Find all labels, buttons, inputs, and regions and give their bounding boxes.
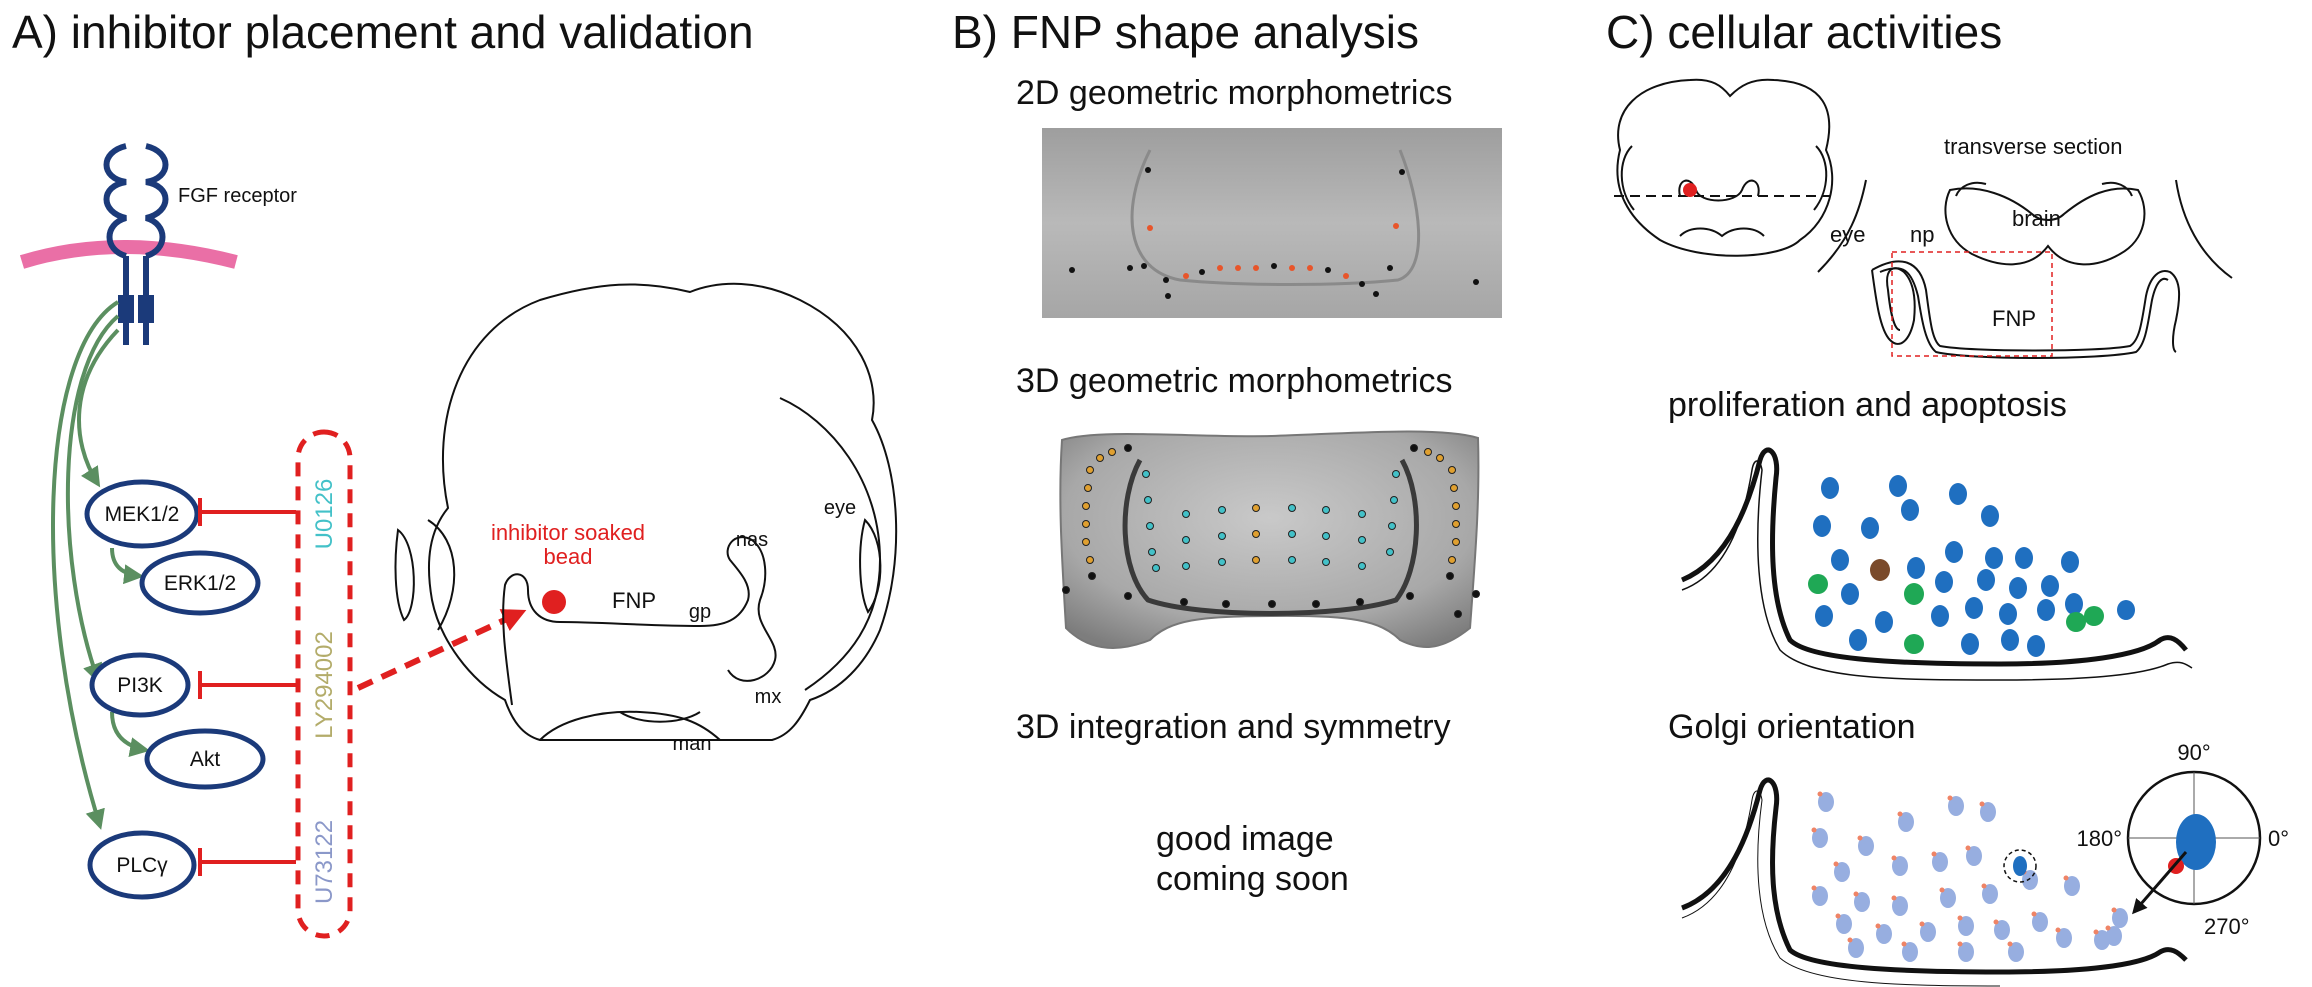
image-2d-contour	[1130, 149, 1421, 286]
node-mek-label: MEK1/2	[105, 503, 180, 526]
bead-arrow	[356, 609, 527, 691]
small-head	[1616, 78, 1834, 257]
polar-nucleus	[2176, 814, 2216, 870]
inhibitor-ly294002: LY294002	[311, 631, 338, 739]
panel-b: B) FNP shape analysis 2D geometric morph…	[952, 6, 1502, 898]
image-3d	[1059, 430, 1480, 649]
panel-c-sub2: Golgi orientation	[1668, 708, 1916, 746]
receptor-label: FGF receptor	[178, 185, 297, 207]
landmarks-3d	[1062, 444, 1480, 618]
placeholder-line2: coming soon	[1156, 860, 1349, 898]
node-mek	[84, 479, 200, 549]
node-erk-label: ERK1/2	[164, 572, 236, 595]
label-brain: brain	[2012, 206, 2061, 231]
pathway-nodes: MEK1/2 ERK1/2 PI3K Akt PLCγ	[84, 479, 266, 900]
node-plcg	[87, 830, 197, 900]
inhibitor-bead	[542, 590, 566, 614]
angle-180: 180°	[2076, 826, 2122, 851]
label-mx: mx	[755, 686, 782, 708]
fgf-receptor	[103, 143, 169, 345]
node-pi3k-label: PI3K	[117, 674, 163, 697]
angle-0: 0°	[2268, 826, 2289, 851]
inhibitor-u0126: U0126	[311, 479, 338, 550]
highlight-ring	[2003, 849, 2037, 883]
panel-b-sub3: 3D integration and symmetry	[1016, 708, 1451, 746]
label-np: np	[1910, 222, 1934, 247]
highlight-nucleus	[2013, 856, 2027, 876]
bead-label-2: bead	[544, 544, 593, 569]
image-2d	[1042, 128, 1502, 318]
inhibition-lines	[198, 498, 296, 876]
panel-a: A) inhibitor placement and validation FG…	[12, 6, 898, 939]
label-fnp-c: FNP	[1992, 306, 2036, 331]
panel-c-title: C) cellular activities	[1606, 6, 2002, 58]
polar-plot: 90° 180° 0° 270°	[2076, 740, 2289, 939]
panel-b-sub2: 3D geometric morphometrics	[1016, 362, 1452, 400]
activation-arrows	[51, 300, 150, 830]
node-erk	[139, 550, 261, 616]
node-plcg-label: PLCγ	[116, 854, 168, 877]
embryo-face	[394, 282, 898, 741]
proliferation-cells	[1808, 475, 2135, 657]
landmarks-2d	[1069, 167, 1479, 299]
placeholder-line1: good image	[1156, 820, 1334, 858]
inhibitor-u73122: U73122	[311, 820, 338, 904]
small-bead	[1683, 183, 1697, 197]
node-pi3k	[89, 652, 191, 718]
label-nas: nas	[736, 529, 768, 551]
node-akt	[144, 728, 266, 790]
angle-90: 90°	[2177, 740, 2210, 765]
cell-membrane	[19, 240, 238, 269]
panel-a-title: A) inhibitor placement and validation	[12, 6, 754, 58]
label-eye-c: eye	[1830, 222, 1865, 247]
polar-vector	[2132, 851, 2188, 915]
panel-c-sub1: proliferation and apoptosis	[1668, 386, 2067, 424]
bead-label-1: inhibitor soaked	[491, 520, 645, 545]
proliferation-tissue	[1681, 447, 2193, 681]
panel-b-sub1: 2D geometric morphometrics	[1016, 74, 1452, 112]
region-box	[1891, 251, 2053, 357]
panel-b-title: B) FNP shape analysis	[952, 6, 1419, 58]
golgi-cells	[1811, 791, 2128, 962]
label-fnp-a: FNP	[612, 588, 656, 613]
label-gp: gp	[689, 601, 711, 623]
transverse-section	[1817, 179, 2233, 359]
panel-c: C) cellular activities transverse sectio…	[1606, 6, 2289, 987]
section-label: transverse section	[1944, 134, 2123, 159]
golgi-tissue	[1681, 777, 2188, 987]
inhibitor-box	[295, 429, 353, 939]
angle-270: 270°	[2204, 914, 2250, 939]
label-eye-a: eye	[824, 497, 856, 519]
label-man: man	[673, 733, 712, 755]
node-akt-label: Akt	[190, 748, 221, 771]
image-3d-fold	[1122, 458, 1419, 616]
